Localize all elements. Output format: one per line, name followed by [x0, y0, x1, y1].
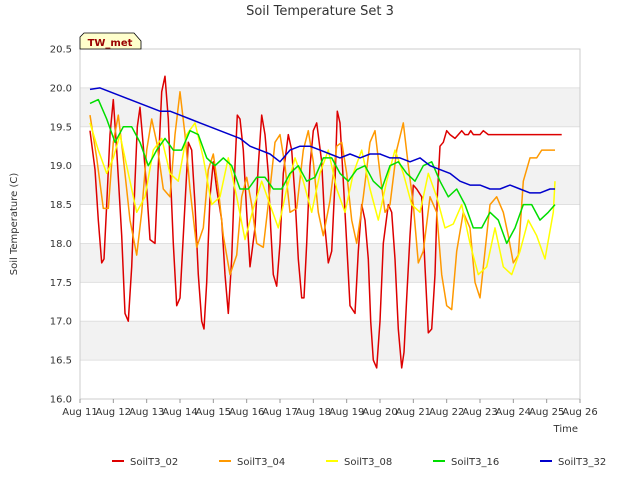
- grid-band: [80, 321, 580, 361]
- series-line-soilt3-04: [89, 91, 555, 311]
- x-tick-label: Aug 23: [462, 407, 497, 418]
- x-tick-label: Aug 26: [562, 407, 597, 418]
- x-tick-label: Aug 25: [529, 407, 564, 418]
- series-line-soilt3-32: [89, 87, 555, 194]
- legend-label: SoilT3_16: [451, 457, 499, 468]
- grid-band: [80, 87, 580, 127]
- x-axis-label: Time: [553, 424, 578, 435]
- series-line-soilt3-02: [89, 75, 562, 369]
- x-tick-label: Aug 14: [162, 407, 197, 418]
- x-tick-label: Aug 13: [129, 407, 164, 418]
- y-tick-label: 18.5: [50, 200, 72, 211]
- x-tick-label: Aug 15: [196, 407, 231, 418]
- series-line-soilt3-16: [89, 98, 556, 245]
- x-tick-label: Aug 16: [229, 407, 264, 418]
- y-axis-label: Soil Temperature (C): [9, 173, 20, 276]
- y-tick-label: 16.0: [50, 395, 72, 406]
- y-tick-label: 20.0: [50, 83, 72, 94]
- x-tick-label: Aug 12: [96, 407, 131, 418]
- station-badge-shape: [79, 32, 142, 50]
- chart-title: Soil Temperature Set 3: [246, 4, 394, 19]
- y-tick-label: 17.5: [50, 278, 72, 289]
- legend-label: SoilT3_02: [130, 457, 178, 468]
- y-tick-label: 16.5: [50, 356, 72, 367]
- y-tick-label: 19.0: [50, 161, 72, 172]
- series-line-soilt3-08: [89, 122, 556, 276]
- grid-band: [80, 243, 580, 283]
- legend-label: SoilT3_08: [344, 457, 392, 468]
- x-tick-label: Aug 21: [396, 407, 431, 418]
- y-tick-label: 17.0: [50, 317, 72, 328]
- y-tick-label: 19.5: [50, 122, 72, 133]
- x-tick-label: Aug 22: [429, 407, 464, 418]
- legend-label: SoilT3_32: [558, 457, 606, 468]
- x-tick-label: Aug 19: [329, 407, 364, 418]
- legend-label: SoilT3_04: [237, 457, 285, 468]
- y-tick-label: 20.5: [50, 45, 72, 56]
- x-tick-label: Aug 18: [296, 407, 331, 418]
- x-tick-label: Aug 24: [496, 407, 531, 418]
- x-tick-label: Aug 17: [262, 407, 297, 418]
- station-badge: TW_met: [79, 32, 142, 50]
- legend: SoilT3_02 SoilT3_04 SoilT3_08 SoilT3_16 Soil…: [112, 457, 606, 468]
- y-tick-label: 18.0: [50, 239, 72, 250]
- plot-frame: [79, 48, 581, 400]
- x-tick-label: Aug 20: [362, 407, 397, 418]
- x-tick-label: Aug 11: [62, 407, 97, 418]
- station-badge-label: TW_met: [88, 38, 133, 49]
